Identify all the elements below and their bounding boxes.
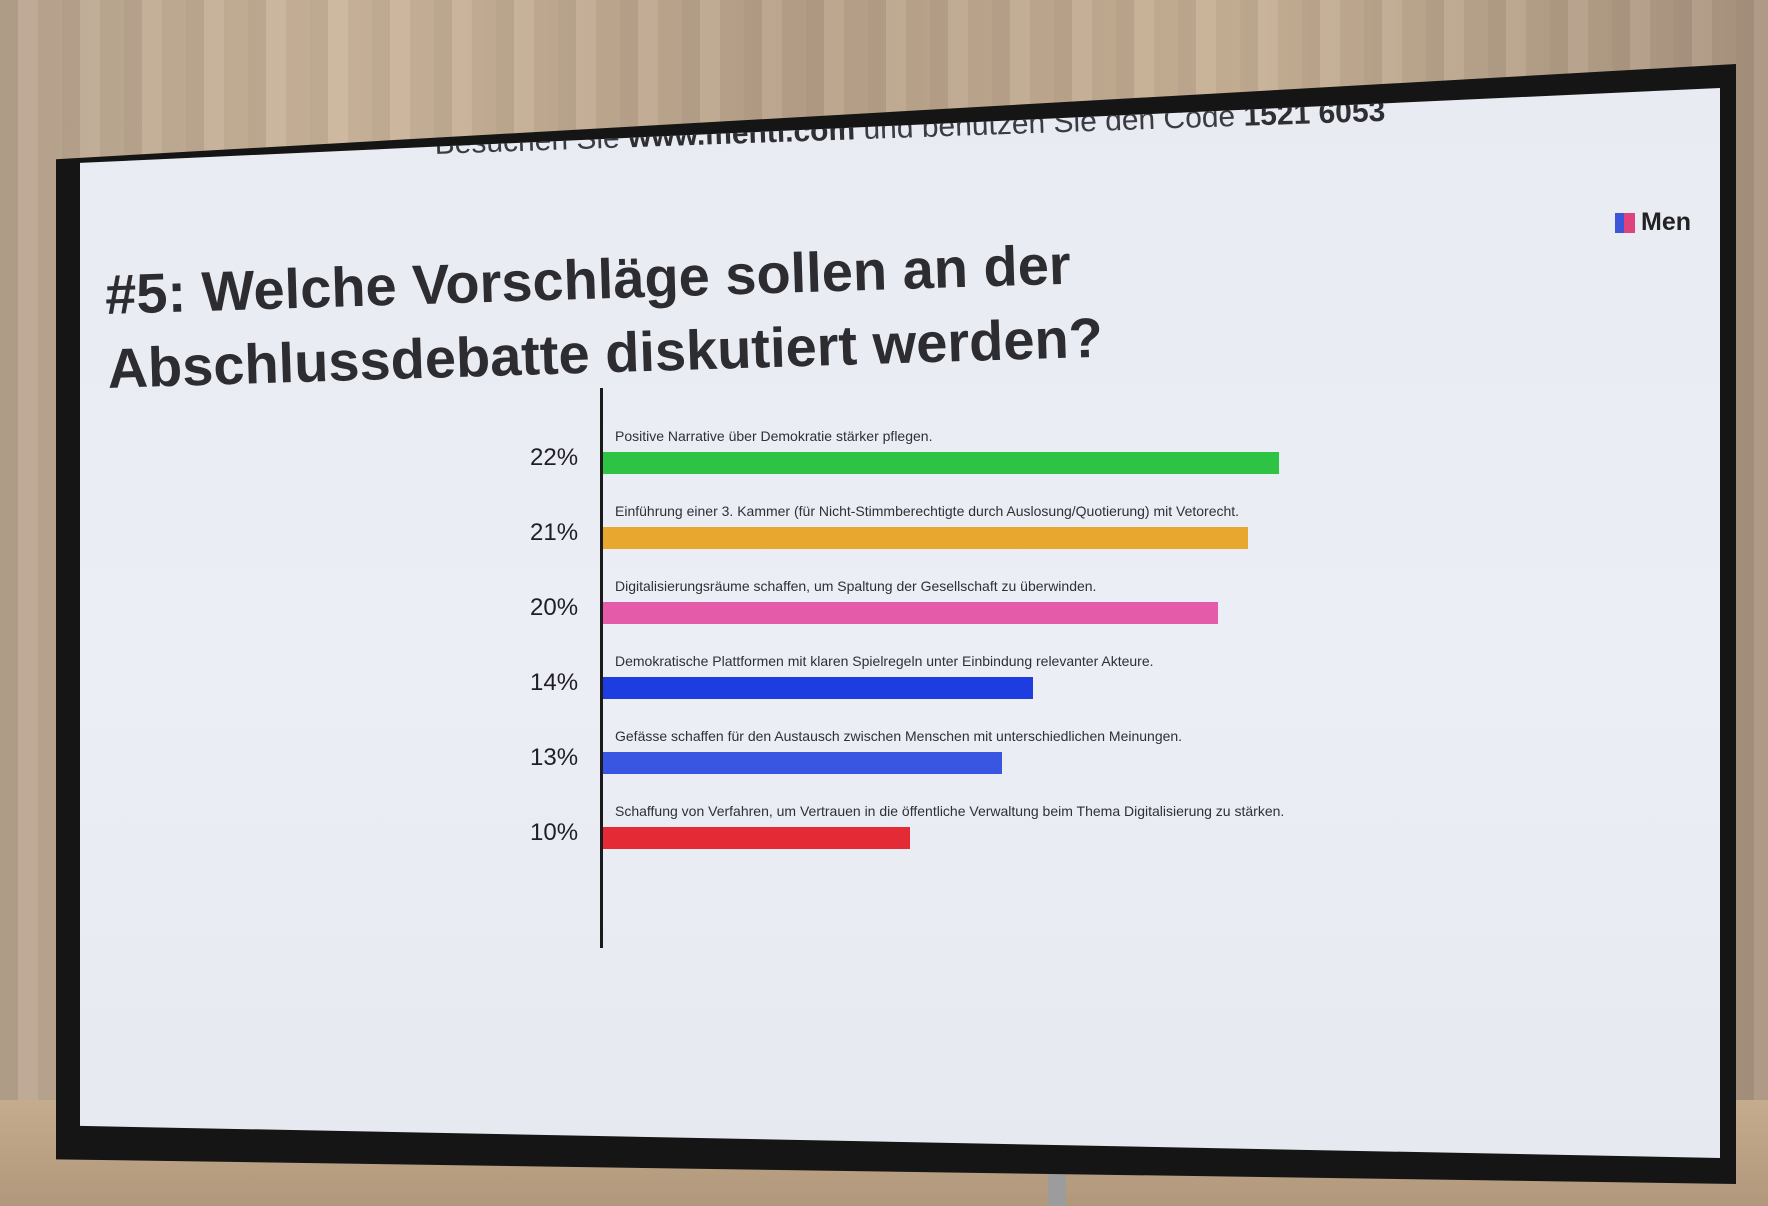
presentation-screen: Besuchen Sie www.menti.com und benutzen … [80,88,1720,1158]
chart-axis-line [600,388,603,948]
bar [603,677,1034,699]
bar-value-label: 10% [530,819,579,846]
bar-category-label: Gefässe schaffen für den Austausch zwisc… [615,728,1183,744]
bar-category-label: Positive Narrative über Demokratie stärk… [615,428,933,444]
logo-text: Men [1641,208,1691,236]
bar [603,827,911,849]
bar [603,527,1249,549]
bar-category-label: Schaffung von Verfahren, um Vertrauen in… [615,803,1285,819]
mentimeter-logo: Men [1615,208,1691,237]
bar-value-label: 21% [530,519,579,546]
bar-value-label: 14% [530,669,579,696]
bar [603,452,1279,474]
chart-row: 22% Positive Narrative über Demokratie st… [380,428,1480,488]
chart-row: 21% Einführung einer 3. Kammer (für Nicht… [380,503,1480,563]
chart-row: 10% Schaffung von Verfahren, um Vertrauen… [380,803,1480,863]
bar [603,752,1003,774]
bar-value-label: 20% [530,594,579,621]
slide-title: #5: Welche Vorschläge sollen an der Absc… [104,223,1208,405]
chart-row: 13% Gefässe schaffen für den Austausch zw… [380,728,1480,788]
bar-category-label: Digitalisierungsräume schaffen, um Spalt… [615,578,1097,594]
chart-row: 20% Digitalisierungsräume schaffen, um Sp… [380,578,1480,638]
mentimeter-logo-icon [1615,212,1635,233]
bar-value-label: 13% [530,744,579,771]
results-chart: 22% Positive Narrative über Demokratie st… [380,388,1480,968]
chart-row: 14% Demokratische Plattformen mit klaren … [380,653,1480,713]
bar-value-label: 22% [530,444,579,471]
bar-category-label: Einführung einer 3. Kammer (für Nicht-St… [615,503,1240,519]
bar-category-label: Demokratische Plattformen mit klaren Spi… [615,653,1154,669]
bar [603,602,1218,624]
